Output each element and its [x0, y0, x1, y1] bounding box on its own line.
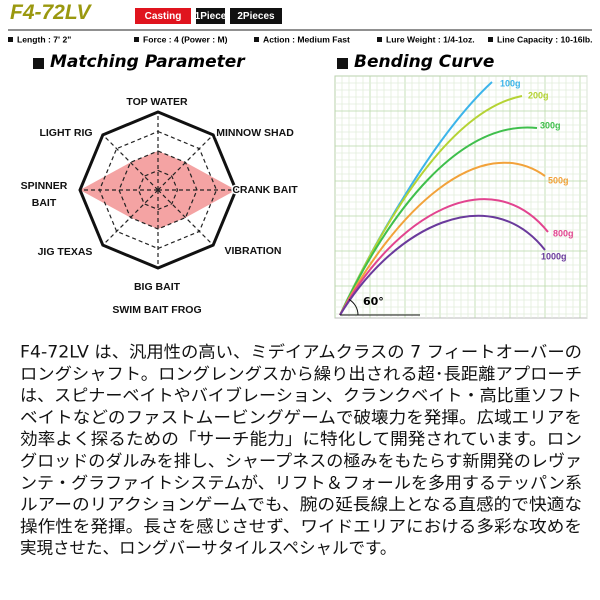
spoke: [157, 189, 214, 246]
curve-label: 300g: [540, 120, 561, 130]
bend-curve: [339, 214, 546, 316]
bend-curve: [339, 126, 538, 316]
axis-label: SWIM BAIT FROG: [112, 304, 201, 316]
spoke: [102, 189, 159, 246]
axis-label: MINNOW SHAD: [216, 127, 294, 139]
body-line: ンテ・グラファイトシステムが、リフト＆フォールを多用するテッパン系: [20, 473, 582, 492]
angle-label: 60°: [363, 295, 384, 308]
spec: Action : Medium Fast: [263, 34, 350, 44]
axis-label: BIG BAIT: [134, 281, 181, 293]
bend-curve: [339, 161, 546, 316]
spec-bullet: [8, 37, 13, 42]
title-bullet: [33, 58, 44, 69]
spec-bullet: [488, 37, 493, 42]
badge: [196, 8, 225, 24]
spec-bullet: [377, 37, 382, 42]
spoke: [102, 134, 159, 191]
spec-bullet: [134, 37, 139, 42]
badge: [135, 8, 191, 24]
body-line: ベイトなどのファストムービングゲームで破壊力を発揮。広域エリアを: [20, 408, 582, 427]
bend-curve: [339, 198, 549, 316]
body-line: ロングシャフト。ロングレングスから繰り出される超･長距離アプローチ: [20, 364, 582, 383]
badge-label: Casting: [145, 11, 182, 22]
spec-bullet: [254, 37, 259, 42]
spec: Lure Weight : 1/4-1oz.: [386, 34, 475, 44]
badge-label: 2Pieces: [237, 11, 275, 22]
description: F4-72LV は、汎用性の高い、ミデイアムクラスの 7 フィートオーバーのロン…: [20, 342, 582, 558]
body-line: グロッドのダルみを排し、シャープネスの極みをもたらす新開発のレヴァ: [20, 452, 582, 471]
axis-label: CRANK BAIT: [232, 184, 298, 196]
ring: [98, 130, 218, 250]
badge: [230, 8, 282, 24]
axis-label: LIGHT RIG: [39, 127, 92, 139]
spec: Force : 4 (Power : M): [143, 34, 228, 44]
curve-label: 200g: [528, 90, 549, 100]
axis-label: BAIT: [32, 197, 57, 209]
body-line: 実現させた、ロングバーサタイルスペシャルです。: [20, 539, 396, 558]
axis-label: SPINNER: [21, 180, 68, 192]
body-line: 効率よく探るための「サーチ能力」に特化して開発されています。ロン: [20, 430, 582, 449]
body-line: は、スピナーベイトやバイブレーション、クランクベイト・高比重ソフト: [20, 385, 582, 405]
ring: [137, 169, 179, 211]
spec: Line Capacity : 10-16lb.: [497, 34, 593, 44]
curve-label: 100g: [500, 78, 521, 88]
axis-label: TOP WATER: [126, 96, 188, 108]
badge-label: 1Piece: [195, 11, 227, 22]
outer-ring: [78, 110, 238, 270]
matching-title: Matching Parameter: [50, 52, 246, 72]
body-line: ルアーのリアクションゲームでも、腕の延長線上となる直感的で快適な: [20, 495, 582, 514]
bending-chart: 100g 200g 300g 500g 800g 1000g 60°: [334, 75, 588, 319]
title-bullet: [337, 58, 348, 69]
radar-chart: TOP WATER MINNOW SHAD CRANK BAIT VIBRATION B…: [19, 94, 300, 317]
curve-label: 1000g: [541, 251, 567, 261]
bending-title: Bending Curve: [354, 52, 494, 72]
body-line: 操作性を発揮。長さを感じさせず、ワイドエリアにおける多彩な攻めを: [20, 517, 582, 536]
angle-arc: [348, 298, 359, 316]
axis-label: VIBRATION: [225, 245, 282, 257]
curve-label: 800g: [553, 228, 574, 238]
axis-label: JIG TEXAS: [38, 246, 93, 258]
body-line: F4-72LV は、汎用性の高い、ミデイアムクラスの 7 フィートオーバーの: [20, 342, 582, 362]
spec: Length : 7' 2": [17, 34, 71, 44]
model-name: F4-72LV: [10, 1, 93, 24]
spoke: [157, 134, 214, 191]
curve-label: 500g: [548, 175, 569, 185]
